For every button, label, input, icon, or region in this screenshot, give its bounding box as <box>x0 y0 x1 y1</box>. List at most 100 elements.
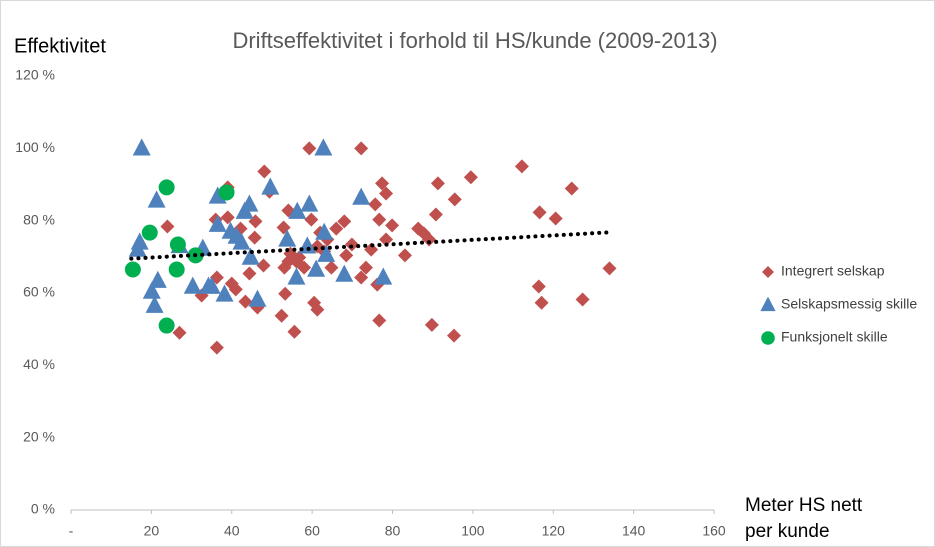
point <box>372 212 387 227</box>
point <box>242 266 257 281</box>
point <box>208 214 227 232</box>
point <box>287 267 306 285</box>
y-tick-label: 80 % <box>23 211 55 227</box>
point <box>337 214 352 229</box>
point <box>324 260 339 275</box>
point <box>354 270 369 285</box>
point <box>428 207 443 222</box>
point <box>364 242 379 257</box>
point <box>304 212 319 227</box>
point <box>339 248 354 263</box>
point <box>385 218 400 233</box>
legend-label: Selskapsmessig skille <box>781 296 917 312</box>
point <box>145 295 164 313</box>
point <box>352 187 371 205</box>
point <box>375 176 390 191</box>
point <box>379 232 394 247</box>
point <box>344 237 359 252</box>
point <box>241 247 260 265</box>
point <box>172 325 187 340</box>
point <box>314 138 333 156</box>
x-axis-label: Meter HS nett per kunde <box>745 495 863 542</box>
point <box>422 232 437 247</box>
point <box>424 317 439 332</box>
point <box>446 328 461 343</box>
legend-marker <box>762 266 774 278</box>
point <box>218 184 235 201</box>
point <box>148 270 167 288</box>
point <box>372 313 387 328</box>
point <box>248 289 267 307</box>
point <box>256 258 271 273</box>
point <box>564 181 579 196</box>
point <box>430 176 445 191</box>
point <box>183 276 202 294</box>
x-tick-label: 160 <box>702 523 726 539</box>
y-tick-label: 100 % <box>15 139 55 155</box>
point <box>368 197 383 212</box>
trendline <box>129 230 614 261</box>
point <box>274 308 289 323</box>
point <box>329 221 344 236</box>
point <box>209 340 224 355</box>
point <box>310 302 325 317</box>
point <box>300 194 319 212</box>
y-tick-label: 0 % <box>31 501 55 517</box>
point <box>532 205 547 220</box>
point <box>302 141 317 156</box>
point <box>602 261 617 276</box>
point <box>315 222 334 240</box>
point <box>514 159 529 174</box>
point <box>124 261 141 278</box>
point <box>160 219 175 234</box>
point <box>132 138 151 156</box>
point <box>168 261 185 278</box>
y-tick-label: 40 % <box>23 356 55 372</box>
x-tick-label: 60 <box>304 523 320 539</box>
chart-title: Driftseffektivitet i forhold til HS/kund… <box>232 28 717 53</box>
point <box>307 259 326 277</box>
point <box>215 284 234 302</box>
point <box>232 232 251 250</box>
point <box>142 281 161 299</box>
point <box>335 264 354 282</box>
point <box>240 194 259 212</box>
point <box>257 164 272 179</box>
legend-marker <box>761 331 775 345</box>
point <box>238 294 253 309</box>
x-tick-label: 20 <box>144 523 160 539</box>
x-tick-label: 120 <box>542 523 566 539</box>
legend-label: Integrert selskap <box>781 263 885 279</box>
y-tick-label: 20 % <box>23 428 55 444</box>
x-tick-label: 40 <box>224 523 240 539</box>
point <box>397 248 412 263</box>
point <box>287 324 302 339</box>
point <box>288 201 307 219</box>
point <box>379 186 394 201</box>
point <box>228 282 243 297</box>
x-tick-label: 140 <box>622 523 646 539</box>
point <box>169 236 186 253</box>
legend-label: Funksjonelt skille <box>781 329 888 345</box>
point <box>463 170 478 185</box>
point <box>141 224 158 241</box>
point <box>292 250 307 265</box>
point <box>317 244 336 262</box>
point <box>261 177 280 195</box>
point <box>147 190 166 208</box>
point <box>531 279 546 294</box>
point <box>247 230 262 245</box>
point <box>158 179 175 196</box>
x-tick-label: - <box>69 523 74 539</box>
point <box>297 260 312 275</box>
point <box>278 286 293 301</box>
point <box>575 292 590 307</box>
x-tick-label: 80 <box>385 523 401 539</box>
point <box>374 267 393 285</box>
point <box>548 211 563 226</box>
y-tick-label: 60 % <box>23 284 55 300</box>
point <box>128 239 147 257</box>
y-tick-label: 120 % <box>15 67 55 83</box>
